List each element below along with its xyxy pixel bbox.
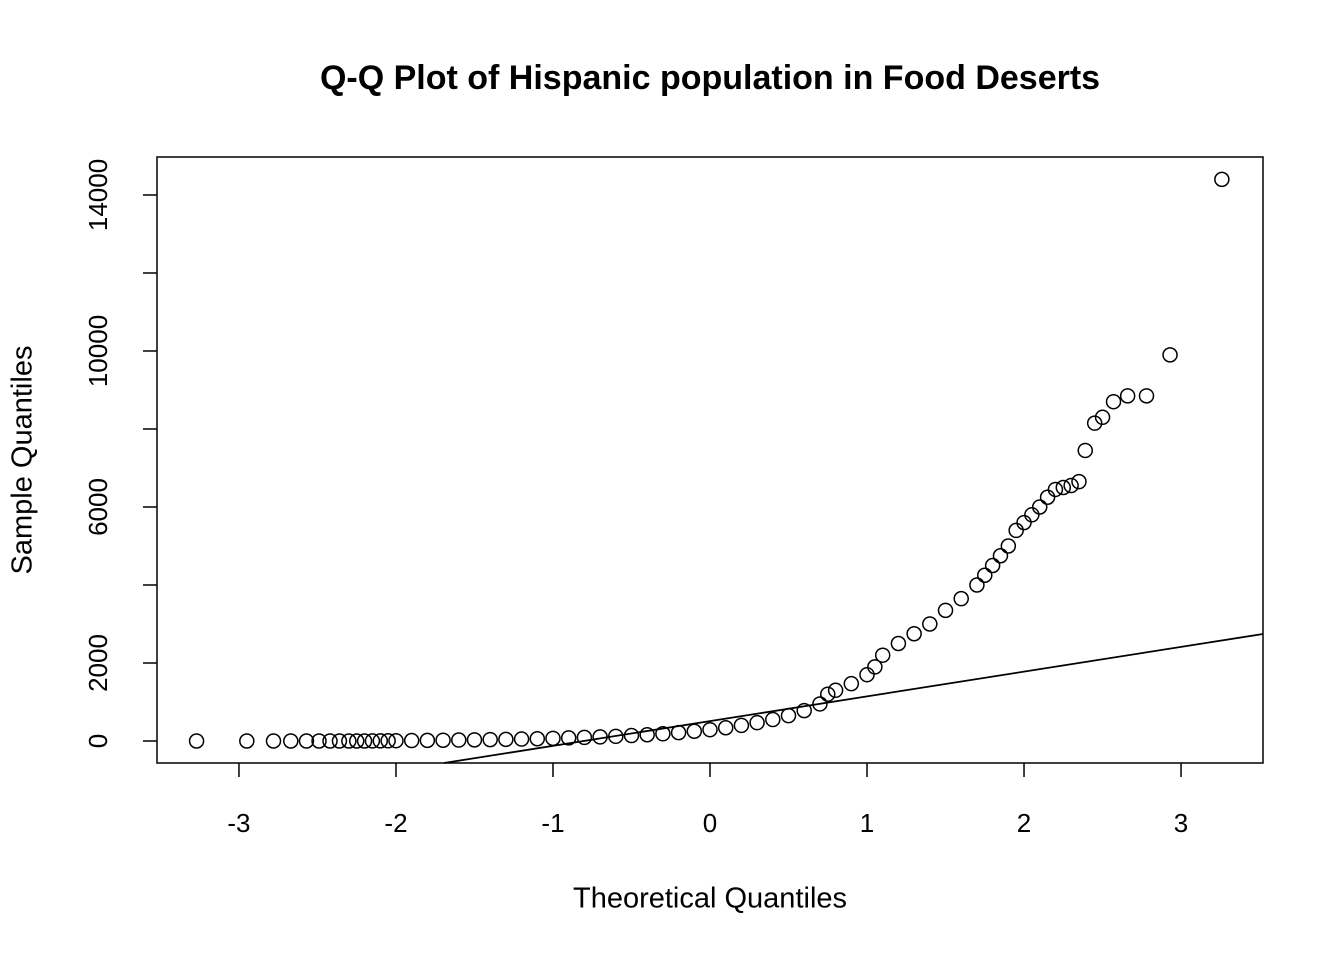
plot-frame (156, 156, 1264, 764)
point (529, 730, 546, 747)
point (380, 733, 396, 749)
point (265, 733, 282, 749)
point (796, 702, 812, 719)
x-axis-label: Theoretical Quantiles (573, 883, 847, 915)
y-tick-label: 2000 (83, 634, 113, 692)
point (1008, 522, 1024, 539)
point (639, 727, 655, 743)
chart-title: Q-Q Plot of Hispanic population in Food … (320, 59, 1100, 97)
point (419, 732, 436, 749)
point (812, 696, 828, 712)
point (733, 717, 750, 734)
point (1138, 388, 1155, 404)
x-tick-label: -2 (384, 808, 407, 838)
point (560, 730, 577, 746)
point (466, 732, 483, 748)
point (1105, 393, 1122, 410)
point (969, 577, 985, 593)
point (702, 721, 718, 738)
point (576, 729, 593, 746)
point (1119, 388, 1136, 404)
point (311, 733, 327, 749)
point (977, 567, 993, 583)
point (953, 590, 969, 607)
point (1047, 481, 1064, 498)
point (341, 733, 357, 749)
y-axis-label: Sample Quantiles (7, 346, 39, 575)
point (513, 731, 530, 747)
y-tick-label: 14000 (83, 159, 113, 231)
point (890, 635, 907, 652)
point (188, 733, 205, 749)
point (1016, 514, 1032, 531)
point (1162, 347, 1178, 363)
point (1214, 171, 1230, 188)
point (670, 724, 687, 741)
point (780, 707, 797, 724)
point (1094, 409, 1111, 426)
point (1055, 479, 1072, 496)
point (356, 733, 373, 749)
point (239, 733, 255, 749)
point (1086, 415, 1103, 431)
x-tick-label: 0 (703, 808, 717, 838)
x-tick-label: 3 (1174, 808, 1188, 838)
point (322, 733, 338, 749)
x-tick-label: -1 (541, 808, 564, 838)
point (348, 733, 365, 749)
point (482, 731, 498, 748)
point (372, 733, 389, 749)
point (686, 723, 703, 740)
point (843, 675, 860, 692)
point (388, 732, 404, 749)
x-tick-label: 2 (1017, 808, 1031, 838)
point (623, 727, 640, 744)
point (1031, 499, 1048, 515)
point (1071, 473, 1087, 490)
point (1000, 538, 1017, 554)
point (545, 730, 561, 747)
point (283, 733, 299, 749)
y-tick-label: 0 (83, 734, 113, 748)
point (435, 732, 451, 748)
point (922, 616, 938, 632)
point (827, 682, 844, 699)
point (364, 733, 381, 749)
point (1024, 507, 1040, 523)
point (298, 733, 315, 749)
point (655, 726, 671, 742)
point (874, 647, 891, 663)
point (608, 728, 624, 745)
point (992, 547, 1009, 564)
point (820, 686, 836, 702)
point (765, 711, 781, 728)
point (1039, 489, 1056, 505)
point (451, 732, 467, 748)
point (1077, 442, 1094, 459)
point (984, 557, 1001, 574)
point (859, 666, 875, 683)
point (906, 626, 922, 642)
y-tick-label: 10000 (83, 315, 113, 387)
point (717, 719, 734, 736)
point (331, 733, 348, 749)
point (749, 714, 765, 731)
point (403, 732, 420, 749)
x-tick-label: 1 (860, 808, 874, 838)
point (498, 731, 514, 748)
point (867, 659, 883, 675)
point (1063, 477, 1079, 494)
point (592, 729, 608, 745)
y-tick-label: 6000 (83, 478, 113, 536)
reference-line (443, 633, 1264, 764)
x-tick-label: -3 (227, 808, 250, 838)
point (937, 602, 954, 619)
